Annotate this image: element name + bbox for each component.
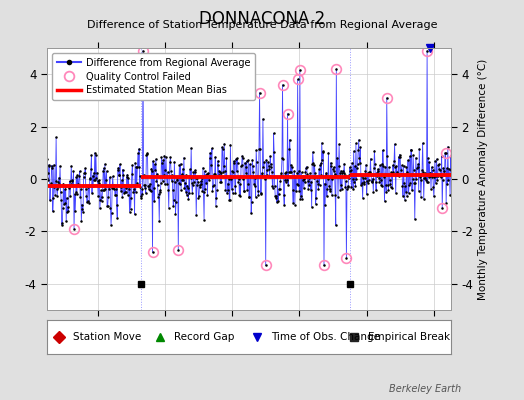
Text: Berkeley Earth: Berkeley Earth	[389, 384, 461, 394]
Text: DONNACONA 2: DONNACONA 2	[199, 10, 325, 28]
Text: Difference of Station Temperature Data from Regional Average: Difference of Station Temperature Data f…	[87, 20, 437, 30]
Y-axis label: Monthly Temperature Anomaly Difference (°C): Monthly Temperature Anomaly Difference (…	[478, 58, 488, 300]
Text: Station Move: Station Move	[73, 332, 141, 342]
Legend: Difference from Regional Average, Quality Control Failed, Estimated Station Mean: Difference from Regional Average, Qualit…	[52, 53, 255, 100]
Text: Time of Obs. Change: Time of Obs. Change	[271, 332, 380, 342]
Text: Empirical Break: Empirical Break	[368, 332, 450, 342]
Text: Record Gap: Record Gap	[174, 332, 235, 342]
